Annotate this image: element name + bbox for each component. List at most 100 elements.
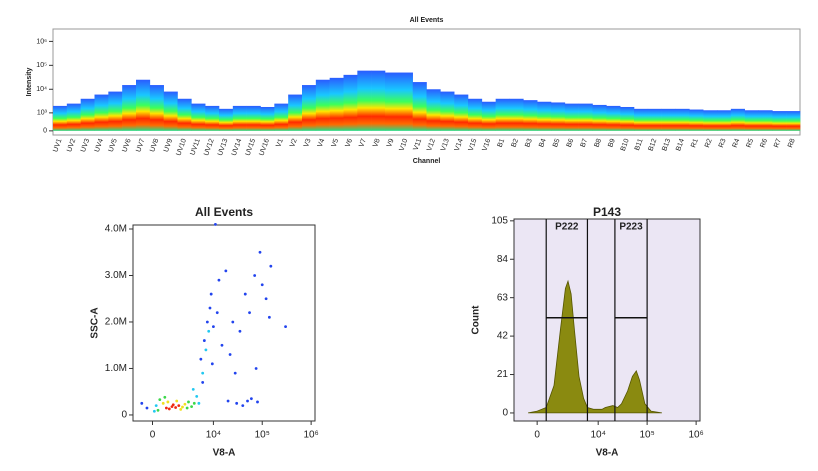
spectrum-column [758,110,773,131]
event-dot [210,362,214,366]
x-tick-label: B3 [524,138,534,149]
event-dot [267,315,271,319]
y-tick-label: 105 [491,215,508,226]
event-dot [140,401,144,405]
x-tick-label: V2 [289,138,299,149]
x-tick-label: R5 [746,138,756,149]
event-dot [284,325,287,329]
x-tick-label: UV7 [135,138,146,153]
x-tick-label: B1 [497,138,507,149]
x-tick-label: UV12 [203,138,216,157]
y-tick-label: 0 [43,128,47,135]
y-tick-label: 3.0M [105,270,127,281]
spectrum-column [302,85,317,131]
x-tick-label: V12 [426,138,437,152]
spectrum-column [177,98,192,131]
x-tick-label: 0 [534,430,540,441]
x-tick-label: 10⁴ [590,430,605,441]
x-tick-label: UV5 [108,138,119,153]
x-tick-label: V10 [399,138,410,152]
event-dot [163,395,167,399]
x-tick-label: UV2 [66,138,77,153]
event-dot [185,406,189,410]
y-tick-label: 10⁴ [36,86,47,93]
spectrum-column [689,109,704,131]
x-tick-label: B4 [538,138,548,149]
x-tick-label: B12 [648,138,659,152]
y-tick-label: 0 [502,408,508,419]
y-axis-label: Intensity [26,68,33,97]
gate-label: P223 [619,222,643,233]
event-dot [201,381,205,384]
x-tick-label: UV15 [245,138,258,157]
spectrum-column [537,101,552,131]
chart-title: P143 [593,205,621,219]
event-dot [209,292,213,296]
spectrum-column [412,82,427,131]
event-dot [197,401,201,405]
x-tick-label: UV1 [52,138,63,153]
spectrum-column [66,103,81,131]
event-dot [231,320,235,324]
x-tick-label: UV8 [149,138,160,153]
event-dot [158,398,162,402]
y-axis-label: SSC-A [90,307,101,338]
x-tick-label: UV14 [231,138,244,157]
gate-label: P222 [555,222,579,233]
spectrum-column [246,105,261,131]
histogram-area [528,279,662,414]
event-dot [156,408,160,412]
y-tick-label: 2.0M [105,317,127,328]
spectrum-column [772,111,787,131]
event-dot [179,407,183,411]
spectrum-column [495,98,510,131]
event-dot [187,400,190,404]
x-tick-label: V11 [413,138,424,152]
event-dot [205,320,209,324]
event-dot [177,404,181,408]
x-tick-label: V1 [275,138,285,149]
x-tick-label: B9 [607,138,617,149]
x-tick-label: V5 [331,138,341,149]
event-dot [164,406,168,410]
x-tick-label: R3 [718,138,728,149]
event-dot [241,404,245,408]
chart-title: All Events [410,17,444,24]
spectrum-column [730,108,745,131]
x-tick-label: V14 [454,138,465,152]
event-dot [201,371,205,375]
x-tick-label: V16 [482,138,493,152]
event-dot [202,339,206,342]
x-tick-label: V7 [358,138,368,149]
event-dot [249,397,253,401]
event-dot [207,329,211,333]
spectrum-column [122,85,137,131]
spectrum-column [440,91,455,131]
spectrum-column [288,94,303,131]
event-dot [217,278,221,282]
x-tick-label: 10⁶ [304,430,319,441]
event-dot [235,401,239,405]
event-dot [145,406,149,410]
x-tick-label: B10 [620,138,631,152]
spectrum-column [703,110,718,131]
y-tick-label: 4.0M [105,224,127,235]
spectrum-column [94,94,109,131]
event-dot [238,329,242,333]
x-tick-label: R1 [690,138,700,149]
spectrum-column [647,108,662,131]
x-tick-label: B13 [661,138,672,152]
x-tick-label: V15 [468,138,479,152]
spectrum-column [634,108,649,131]
x-tick-label: R2 [704,138,714,149]
x-tick-label: R6 [759,138,769,149]
event-dot [228,353,232,356]
event-dot [269,264,273,268]
event-dot [195,394,199,398]
x-tick-label: V9 [386,138,396,149]
spectrum-column [315,79,330,131]
spectrum-column [468,98,483,131]
x-tick-label: V6 [345,138,355,149]
x-tick-label: V8 [372,138,382,149]
x-tick-label: UV11 [189,138,201,156]
